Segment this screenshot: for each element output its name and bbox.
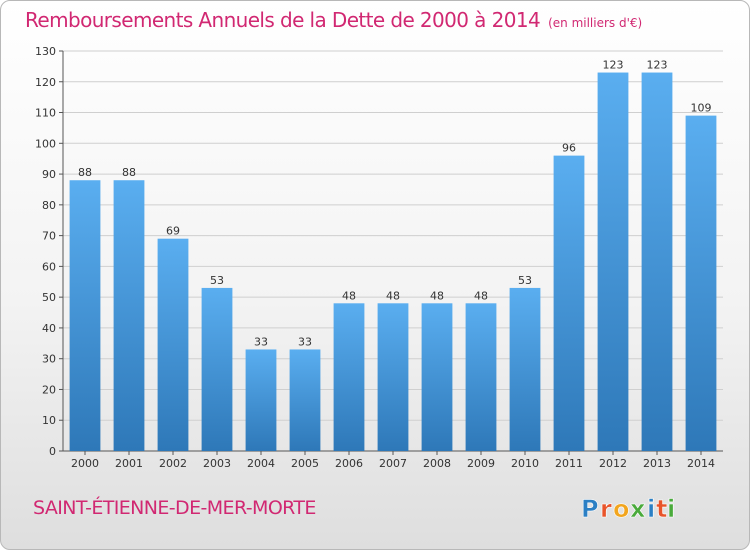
y-tick-label: 70 [42,230,56,243]
bar-2004 [245,349,277,451]
x-tick-label: 2005 [291,457,319,470]
labels: 0 10 20 30 40 50 60 70 80 90 100 110 120 130 2000 88 200… [35,45,715,470]
data-label: 96 [562,142,576,155]
data-label: 33 [298,335,312,348]
data-label: 123 [647,59,668,72]
bars [69,72,717,452]
y-tick-label: 40 [42,322,56,335]
data-label: 88 [78,166,92,179]
logo-letter: t [656,495,667,523]
data-label: 48 [430,289,444,302]
x-tick-label: 2013 [643,457,671,470]
bar-2002 [157,238,189,451]
logo-letter: i [667,495,675,523]
bar-2009 [465,303,497,451]
bar-2008 [421,303,453,451]
data-label: 69 [166,225,180,238]
bar-2013 [641,72,673,452]
title-unit: (en milliers d'€) [548,16,643,30]
y-tick-label: 130 [35,45,56,58]
bar-2011 [553,155,585,451]
bar-2010 [509,287,541,451]
bar-2001 [113,180,145,451]
y-tick-label: 90 [42,168,56,181]
chart-title: Remboursements Annuels de la Dette de 20… [25,8,642,32]
y-tick-label: 20 [42,383,56,396]
data-label: 53 [210,274,224,287]
x-tick-label: 2011 [555,457,583,470]
logo-letter: P [581,495,599,523]
x-tick-label: 2009 [467,457,495,470]
x-tick-label: 2006 [335,457,363,470]
y-tick-label: 10 [42,414,56,427]
y-tick-label: 80 [42,199,56,212]
data-label: 48 [342,289,356,302]
bar-2005 [289,349,321,451]
x-tick-label: 2001 [115,457,143,470]
commune-name: SAINT-ÉTIENNE-DE-MER-MORTE [33,497,316,519]
logo-letter: i [647,495,655,523]
x-tick-label: 2012 [599,457,627,470]
data-label: 48 [474,289,488,302]
bar-2014 [685,115,717,451]
y-tick-label: 110 [35,107,56,120]
bar-2000 [69,180,101,451]
x-tick-label: 2000 [71,457,99,470]
x-tick-label: 2008 [423,457,451,470]
logo-letter: x [630,495,646,523]
data-label: 48 [386,289,400,302]
y-tick-label: 30 [42,353,56,366]
x-tick-label: 2002 [159,457,187,470]
logo-letter: o [613,495,630,523]
y-tick-label: 50 [42,291,56,304]
data-label: 123 [603,59,624,72]
y-tick-label: 120 [35,76,56,89]
x-tick-label: 2010 [511,457,539,470]
title-main: Remboursements Annuels de la Dette de 20… [25,8,541,32]
y-tick-label: 60 [42,260,56,273]
x-tick-label: 2007 [379,457,407,470]
x-tick-label: 2004 [247,457,275,470]
data-label: 88 [122,166,136,179]
data-label: 33 [254,335,268,348]
bar-2003 [201,287,233,451]
data-label: 53 [518,274,532,287]
bar-2006 [333,303,365,451]
bar-2012 [597,72,629,452]
y-tick-label: 100 [35,137,56,150]
logo-letter: r [600,495,612,523]
y-tick-label: 0 [49,445,56,458]
data-label: 109 [691,102,712,115]
bar-2007 [377,303,409,451]
x-tick-label: 2014 [687,457,715,470]
x-tick-label: 2003 [203,457,231,470]
